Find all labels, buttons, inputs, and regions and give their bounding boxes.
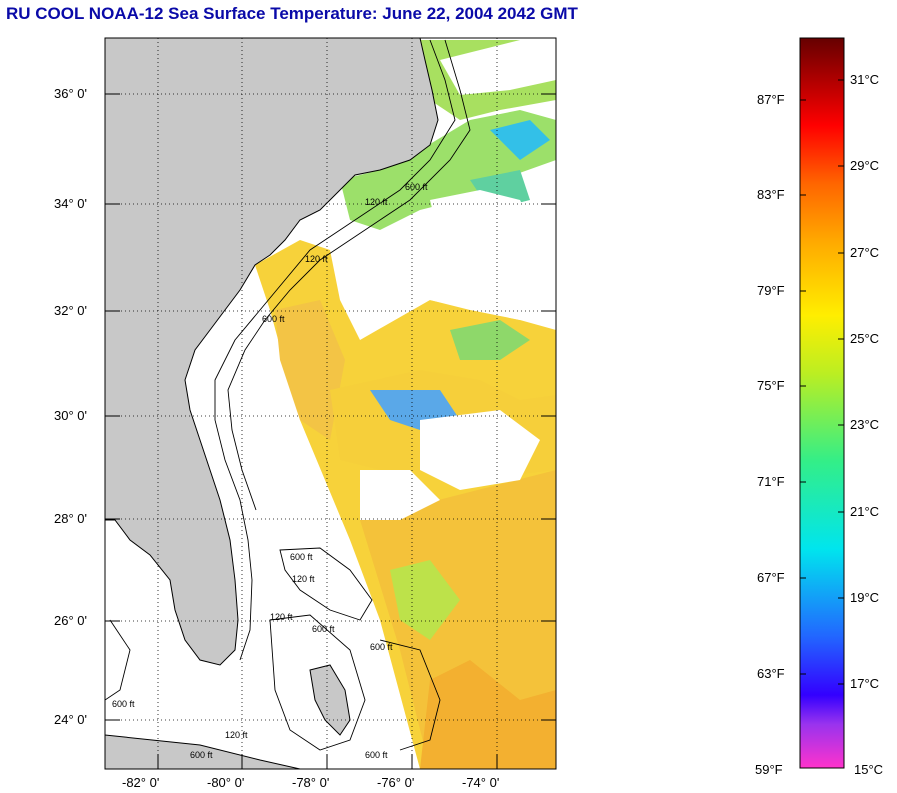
lon-tick-label: -74° 0' — [462, 775, 500, 790]
contour-label: 120 ft — [292, 574, 315, 584]
colorbar-f-label: 71°F — [757, 474, 785, 489]
lat-tick-label: 26° 0' — [54, 613, 87, 628]
lat-tick-label: 32° 0' — [54, 303, 87, 318]
contour-label: 600 ft — [365, 750, 388, 760]
colorbar-ticks — [800, 79, 844, 685]
colorbar-f-label: 59°F — [755, 762, 783, 777]
colorbar-f-label: 63°F — [757, 666, 785, 681]
colorbar-c-label: 21°C — [850, 504, 880, 519]
colorbar-f-label: 67°F — [757, 570, 785, 585]
colorbar-c-label: 31°C — [850, 72, 880, 87]
axis-ticks — [105, 93, 556, 769]
lat-tick-label: 28° 0' — [54, 511, 87, 526]
colorbar-c-label: 23°C — [850, 417, 880, 432]
contour-label: 120 ft — [365, 197, 388, 207]
contour-label: 600 ft — [290, 552, 313, 562]
colorbar-c-label: 27°C — [850, 245, 880, 260]
lon-tick-label: -76° 0' — [377, 775, 415, 790]
map-frame — [104, 37, 557, 770]
colorbar-c-label: 19°C — [850, 590, 880, 605]
lat-tick-label: 36° 0' — [54, 86, 87, 101]
land-us-coast — [105, 38, 439, 666]
contour-label: 600 ft — [405, 182, 428, 192]
colorbar-f-label: 87°F — [757, 92, 785, 107]
contour-label: 120 ft — [270, 612, 293, 622]
land-bahamas — [309, 664, 351, 736]
contour-label: 120 ft — [305, 254, 328, 264]
colorbar-f-label: 83°F — [757, 187, 785, 202]
cloud-mask — [360, 40, 556, 520]
land-cuba — [105, 734, 301, 769]
depth-contours — [105, 39, 471, 751]
contour-label: 600 ft — [370, 642, 393, 652]
lon-tick-label: -78° 0' — [292, 775, 330, 790]
colorbar-c-label: 15°C — [854, 762, 884, 777]
lat-tick-label: 30° 0' — [54, 408, 87, 423]
lat-tick-label: 34° 0' — [54, 196, 87, 211]
colorbar-c-label: 25°C — [850, 331, 880, 346]
lon-tick-label: -82° 0' — [122, 775, 160, 790]
colorbar-c-label: 17°C — [850, 676, 880, 691]
lat-tick-label: 24° 0' — [54, 712, 87, 727]
contour-labels: 120 ft 600 ft 120 ft 600 ft 600 ft 120 f… — [112, 182, 428, 760]
contour-label: 600 ft — [312, 624, 335, 634]
chart-title: RU COOL NOAA-12 Sea Surface Temperature:… — [6, 4, 578, 23]
contour-label: 600 ft — [112, 699, 135, 709]
contour-label: 600 ft — [262, 314, 285, 324]
colorbar-c-label: 29°C — [850, 158, 880, 173]
contour-label: 600 ft — [190, 750, 213, 760]
colorbar-f-label: 75°F — [757, 378, 785, 393]
colorbar-f-label: 79°F — [757, 283, 785, 298]
contour-label: 120 ft — [225, 730, 248, 740]
lon-tick-label: -80° 0' — [207, 775, 245, 790]
colorbar — [799, 37, 845, 769]
